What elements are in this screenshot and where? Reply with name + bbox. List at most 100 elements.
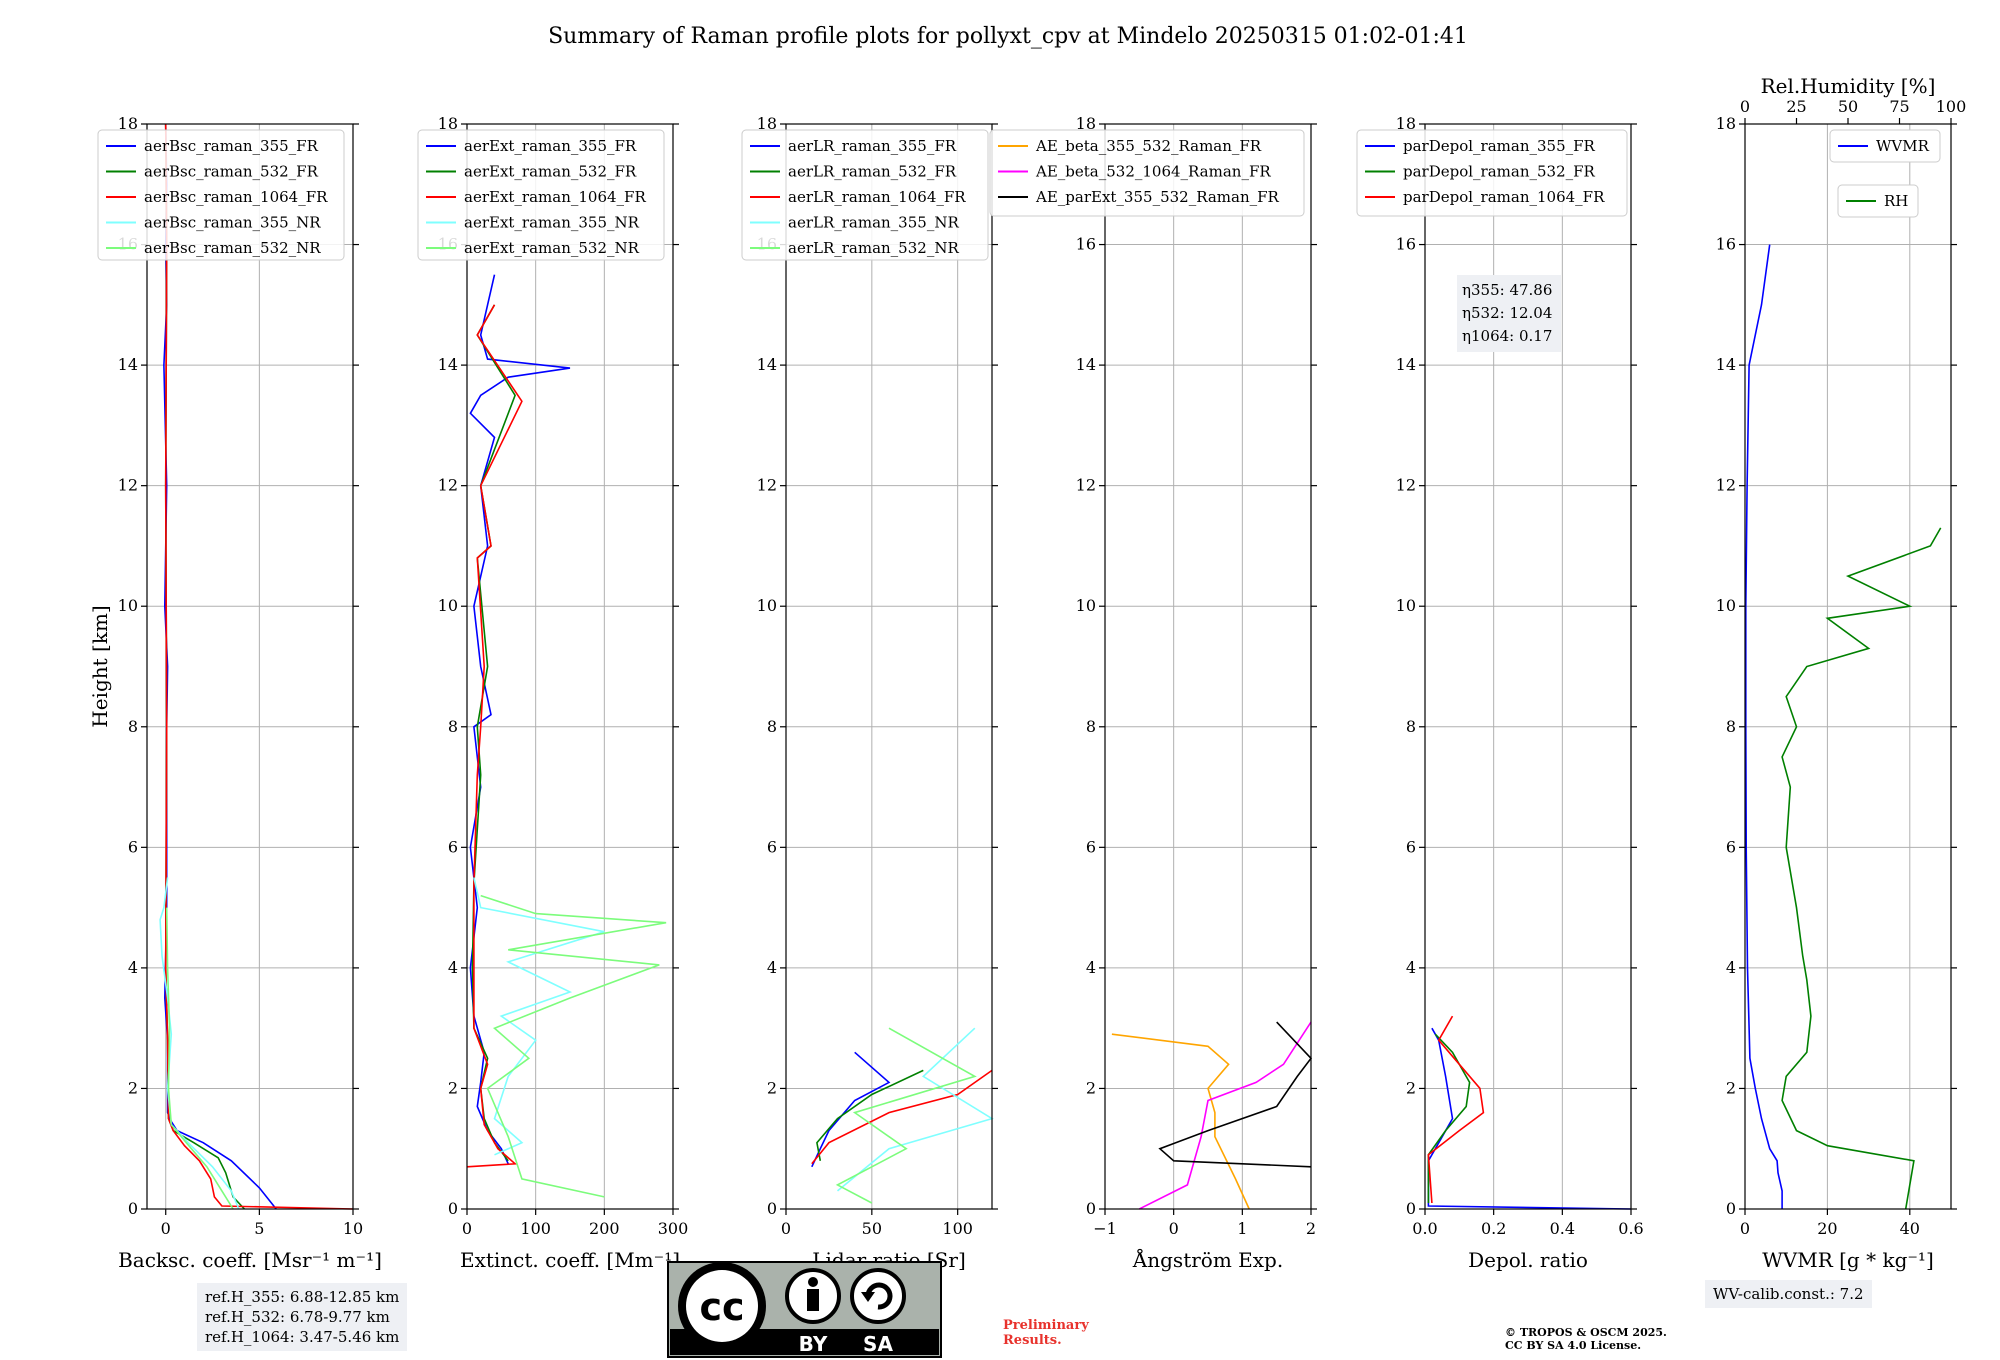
y-tick-label: 6 — [767, 837, 777, 856]
legend-label: aerBsc_raman_355_NR — [144, 214, 321, 232]
y-tick-label: 14 — [757, 355, 777, 374]
legend-frame — [1356, 129, 1628, 217]
legend-frame — [741, 129, 989, 261]
legend-label: aerExt_raman_355_NR — [464, 214, 640, 232]
panel-lidar_ratio: 024681012141618050100Lidar ratio [Sr]aer… — [741, 114, 998, 1272]
copyright-note: © TROPOS & OSCM 2025. CC BY SA 4.0 Licen… — [1505, 1326, 1667, 1352]
y-tick-label: 8 — [128, 717, 138, 736]
x-tick-label: 0.2 — [1481, 1219, 1506, 1238]
y-axis-label: Height [km] — [88, 605, 112, 727]
series-line — [1745, 244, 1783, 1209]
x-tick-label: 2 — [1306, 1219, 1316, 1238]
y-tick-label: 6 — [128, 837, 138, 856]
x2-tick-label: 25 — [1786, 97, 1806, 116]
x2-tick-label: 75 — [1889, 97, 1909, 116]
series-line — [480, 894, 667, 1198]
legend-label: AE_beta_355_532_Raman_FR — [1035, 137, 1262, 155]
series-line — [1158, 1021, 1313, 1168]
series-line — [1427, 1027, 1632, 1210]
y-tick-label: 18 — [1716, 114, 1736, 133]
y-tick-label: 2 — [448, 1078, 458, 1097]
series-line — [164, 123, 245, 1210]
y-tick-label: 16 — [1076, 235, 1096, 254]
x-tick-label: 0 — [462, 1219, 472, 1238]
preliminary-results-note: Preliminary Results. — [1003, 1318, 1089, 1348]
ref-height-532: ref.H_532: 6.78-9.77 km — [205, 1308, 390, 1326]
annotation-label: η355: 47.86 — [1462, 281, 1552, 299]
preliminary-line-2: Results. — [1003, 1333, 1062, 1348]
x2-tick-label: 50 — [1838, 97, 1858, 116]
panel-extinction: 0246810121416180100200300Extinct. coeff.… — [417, 114, 689, 1272]
x-tick-label: 20 — [1817, 1219, 1837, 1238]
y-tick-label: 2 — [1086, 1078, 1096, 1097]
series-line — [1138, 1021, 1312, 1210]
y-tick-label: 8 — [448, 717, 458, 736]
y-tick-label: 18 — [438, 114, 458, 133]
legend: parDepol_raman_355_FR parDepol_raman_532_… — [1356, 129, 1628, 217]
legend-frame — [1829, 129, 1941, 163]
axes-frame — [146, 123, 354, 1210]
legend-label: aerLR_raman_355_FR — [788, 137, 957, 155]
figure-title: Summary of Raman profile plots for polly… — [548, 24, 1468, 49]
y-tick-label: 2 — [1406, 1078, 1416, 1097]
reference-height-box: ref.H_355: 6.88-12.85 km ref.H_532: 6.78… — [197, 1283, 408, 1351]
by-label: BY — [799, 1332, 828, 1356]
legend-label: aerBsc_raman_532_FR — [144, 163, 319, 181]
axes-frame — [466, 123, 674, 1210]
x-tick-label: 1 — [1237, 1219, 1247, 1238]
y-tick-label: 12 — [1396, 476, 1416, 495]
x-tick-label: 50 — [862, 1219, 882, 1238]
preliminary-line-1: Preliminary — [1003, 1318, 1089, 1333]
legend: aerBsc_raman_355_FR aerBsc_raman_532_FRae… — [97, 129, 345, 261]
y-tick-label: 10 — [757, 596, 777, 615]
axes-frame — [1424, 123, 1632, 1210]
legend-frame — [97, 129, 345, 261]
y-tick-label: 0 — [1406, 1199, 1416, 1218]
y-tick-label: 10 — [1396, 596, 1416, 615]
axes-frame — [1744, 123, 1952, 1210]
y-tick-label: 14 — [438, 355, 458, 374]
x2-tick-label: 0 — [1740, 97, 1750, 116]
y-tick-label: 4 — [1726, 958, 1736, 977]
legend-label: parDepol_raman_1064_FR — [1403, 188, 1605, 206]
legend-label: aerLR_raman_532_FR — [788, 163, 957, 181]
y-tick-label: 12 — [118, 476, 138, 495]
panel-depolarization: 0 2 4 6 8 10 12 14 16 18 0.0 0.2 0.4 0.6 Depol. ratio p… — [1356, 114, 1644, 1272]
x-tick-label: 0 — [781, 1219, 791, 1238]
y-tick-label: 6 — [1726, 837, 1736, 856]
y-tick-label: 12 — [1716, 476, 1736, 495]
y-tick-label: 14 — [1396, 355, 1416, 374]
x-axis-label: Backsc. coeff. [Msr⁻¹ m⁻¹] — [118, 1248, 382, 1272]
annotation-label: η532: 12.04 — [1462, 304, 1552, 322]
y-tick-label: 4 — [128, 958, 138, 977]
x-tick-label: 200 — [589, 1219, 620, 1238]
wv-calibration-box: WV-calib.const.: 7.2 — [1705, 1280, 1872, 1308]
legend-label: aerExt_raman_532_NR — [464, 239, 640, 257]
legend-label: AE_beta_532_1064_Raman_FR — [1035, 163, 1271, 181]
wv-calibration-constant: WV-calib.const.: 7.2 — [1713, 1285, 1864, 1303]
series-line — [816, 1069, 924, 1161]
copyright-line-1: © TROPOS & OSCM 2025. — [1505, 1326, 1667, 1339]
series-line — [1427, 1015, 1485, 1204]
x-axis-label: WVMR [g * kg⁻¹] — [1762, 1248, 1934, 1272]
series-line — [1427, 1033, 1471, 1203]
legend-label: aerLR_raman_355_NR — [788, 214, 959, 232]
y-tick-label: 10 — [438, 596, 458, 615]
y-tick-label: 12 — [757, 476, 777, 495]
y-tick-label: 4 — [1406, 958, 1416, 977]
legend-label: aerExt_raman_1064_FR — [464, 188, 646, 206]
legend-label: parDepol_raman_532_FR — [1403, 163, 1596, 181]
legend-frame — [417, 129, 665, 261]
legend: AE_beta_355_532_Raman_FR AE_beta_532_1064… — [989, 129, 1305, 217]
annotation-label: η1064: 0.17 — [1462, 327, 1552, 345]
x-tick-label: 300 — [658, 1219, 689, 1238]
y-tick-label: 6 — [1406, 837, 1416, 856]
x-axis-label: Extinct. coeff. [Mm⁻¹] — [460, 1248, 680, 1272]
y-tick-label: 0 — [1086, 1199, 1096, 1218]
axes-frame — [785, 123, 993, 1210]
x-tick-label: 0.4 — [1550, 1219, 1575, 1238]
y-tick-label: 14 — [1076, 355, 1096, 374]
